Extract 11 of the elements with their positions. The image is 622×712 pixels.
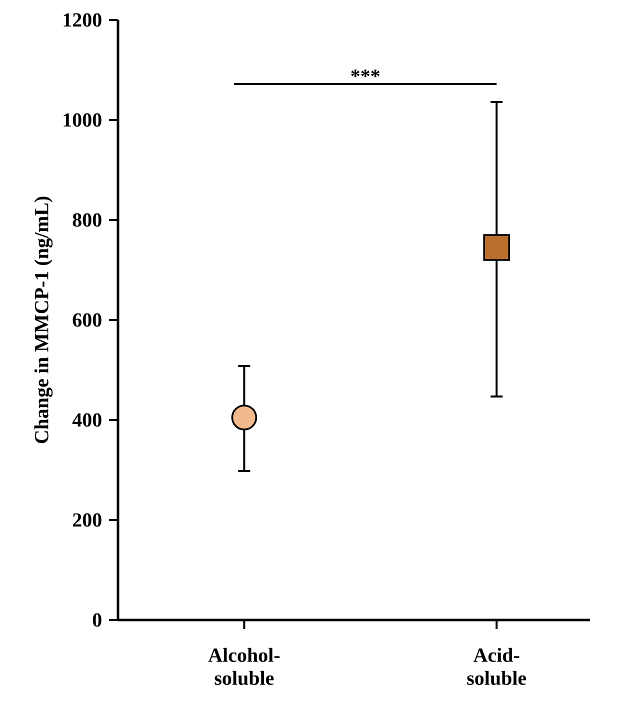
y-tick-label: 0 — [92, 613, 102, 627]
y-tick-label: 400 — [72, 413, 102, 427]
annotation: *** — [351, 70, 380, 78]
y-tick-label: 200 — [72, 513, 102, 527]
y-tick-label: 600 — [72, 313, 102, 327]
y-tick-label: 800 — [72, 213, 102, 227]
y-tick-label: 1000 — [64, 113, 102, 127]
x-tick-label: Acid-soluble — [467, 648, 526, 685]
y-tick-label: 1200 — [64, 13, 102, 27]
y-axis-title: Change in MMCP-1 (ng/mL) — [34, 196, 53, 444]
x-tick-label: Alcohol-soluble — [208, 648, 280, 685]
